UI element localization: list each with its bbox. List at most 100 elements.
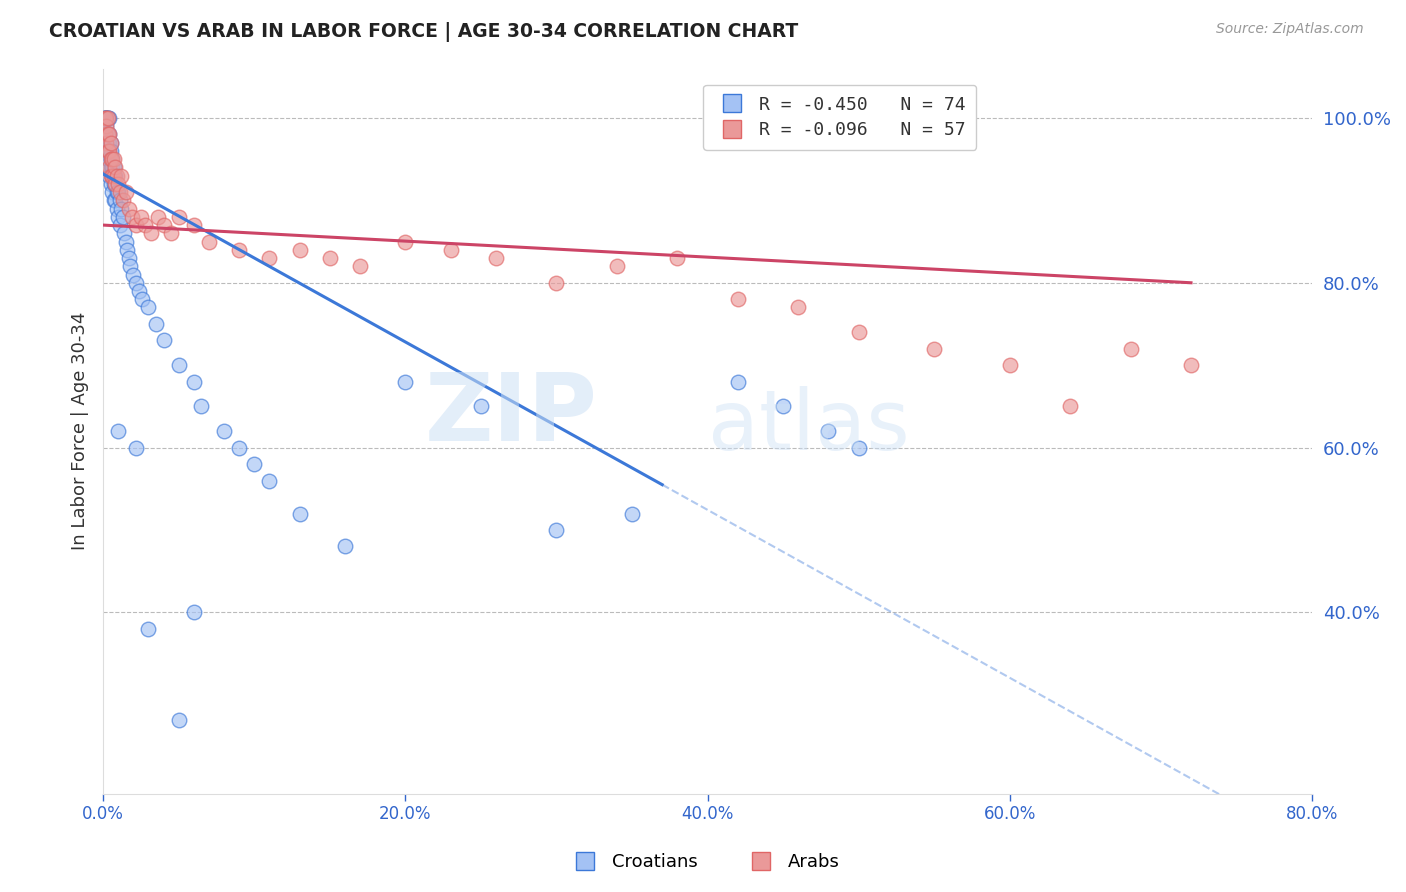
Point (94, 128, 117, 142)
Point (100, 144, 122, 158)
Point (94, 111, 117, 125)
Point (998, 358, 1021, 372)
Point (114, 235, 136, 249)
Point (105, 185, 128, 199)
Point (93, 111, 115, 125)
Point (288, 243, 311, 257)
Point (349, 260, 371, 274)
Point (97, 128, 120, 142)
Legend: Croatians, Arabs: Croatians, Arabs (560, 847, 846, 879)
Point (212, 424, 235, 438)
Point (183, 606, 205, 620)
Point (145, 317, 167, 331)
Point (546, 523, 568, 537)
Point (666, 251, 689, 265)
Point (772, 400, 794, 414)
Point (98, 111, 121, 125)
Point (111, 210, 134, 224)
Point (198, 235, 221, 249)
Point (125, 218, 148, 232)
Point (152, 218, 174, 232)
Point (167, 713, 190, 727)
Point (97, 128, 120, 142)
Point (620, 507, 643, 521)
Point (440, 243, 463, 257)
Point (727, 375, 749, 389)
Point (1180, 358, 1202, 372)
Point (100, 161, 122, 175)
Point (100, 152, 122, 166)
Point (117, 243, 139, 257)
Point (93, 111, 115, 125)
Point (118, 202, 141, 216)
Point (141, 227, 163, 241)
Legend: R = -0.450   N = 74, R = -0.096   N = 57: R = -0.450 N = 74, R = -0.096 N = 57 (703, 85, 977, 150)
Point (129, 210, 152, 224)
Point (114, 185, 136, 199)
Point (97, 136, 120, 150)
Point (97, 144, 120, 158)
Point (93, 111, 115, 125)
Point (485, 251, 508, 265)
Point (160, 227, 183, 241)
Point (787, 301, 810, 315)
Text: atlas: atlas (707, 386, 910, 467)
Point (103, 169, 125, 183)
Point (125, 441, 148, 455)
Point (93, 128, 115, 142)
Point (98, 136, 121, 150)
Point (922, 342, 945, 356)
Point (101, 185, 124, 199)
Point (259, 474, 281, 488)
Point (110, 169, 132, 183)
Point (167, 210, 190, 224)
Point (107, 210, 129, 224)
Point (93, 136, 115, 150)
Text: ZIP: ZIP (425, 368, 598, 460)
Point (1119, 342, 1142, 356)
Point (101, 161, 124, 175)
Point (101, 169, 124, 183)
Point (94, 119, 117, 133)
Point (98, 128, 121, 142)
Point (103, 177, 125, 191)
Point (103, 161, 125, 175)
Point (288, 507, 311, 521)
Y-axis label: In Labor Force | Age 30-34: In Labor Force | Age 30-34 (72, 312, 89, 550)
Point (319, 251, 342, 265)
Point (97, 152, 120, 166)
Point (606, 260, 628, 274)
Point (394, 235, 416, 249)
Point (104, 169, 127, 183)
Point (98, 169, 121, 183)
Text: CROATIAN VS ARAB IN LABOR FORCE | AGE 30-34 CORRELATION CHART: CROATIAN VS ARAB IN LABOR FORCE | AGE 30… (49, 22, 799, 42)
Point (94, 119, 117, 133)
Point (243, 457, 266, 471)
Point (104, 177, 127, 191)
Point (93, 111, 115, 125)
Point (110, 202, 132, 216)
Point (394, 375, 416, 389)
Point (111, 194, 134, 208)
Point (105, 169, 128, 183)
Point (470, 400, 492, 414)
Point (333, 540, 356, 554)
Point (101, 152, 124, 166)
Point (122, 268, 145, 282)
Point (107, 424, 129, 438)
Point (94, 111, 117, 125)
Point (546, 276, 568, 290)
Point (98, 128, 121, 142)
Point (138, 301, 160, 315)
Point (120, 260, 142, 274)
Point (104, 161, 127, 175)
Point (97, 111, 120, 125)
Point (103, 169, 125, 183)
Point (98, 144, 121, 158)
Point (94, 111, 117, 125)
Point (97, 111, 120, 125)
Point (94, 111, 117, 125)
Point (146, 210, 169, 224)
Point (228, 243, 250, 257)
Point (100, 177, 122, 191)
